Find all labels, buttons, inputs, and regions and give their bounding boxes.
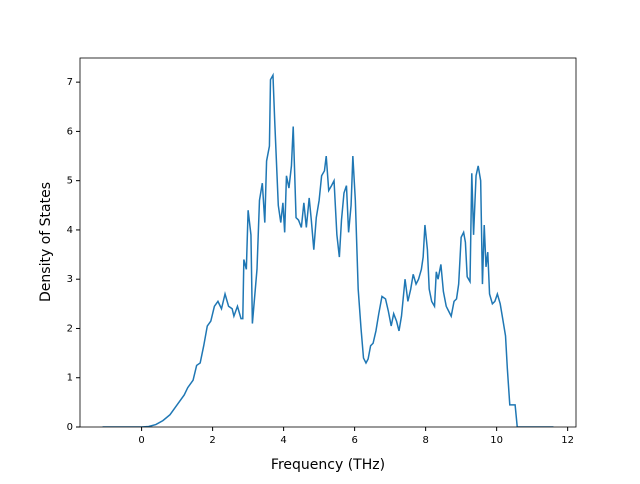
y-tick-label: 1 [67,373,73,384]
y-tick-label: 3 [67,274,73,285]
x-tick-label: 8 [422,435,428,446]
y-tick-label: 0 [67,422,73,433]
x-tick-label: 6 [351,435,357,446]
x-tick-label: 4 [280,435,286,446]
x-tick-label: 2 [209,435,215,446]
x-tick-label: 12 [561,435,574,446]
y-axis-label: Density of States [38,182,54,302]
y-tick-label: 2 [67,323,73,334]
y-tick-label: 5 [67,176,73,187]
y-tick-label: 7 [67,77,73,88]
x-axis-label: Frequency (THz) [271,457,385,473]
dos-line [102,72,554,427]
y-tick-label: 4 [67,225,73,236]
plot-frame [79,57,577,428]
x-tick-label: 0 [138,435,144,446]
y-tick-label: 6 [67,126,73,137]
x-tick-label: 10 [490,435,503,446]
